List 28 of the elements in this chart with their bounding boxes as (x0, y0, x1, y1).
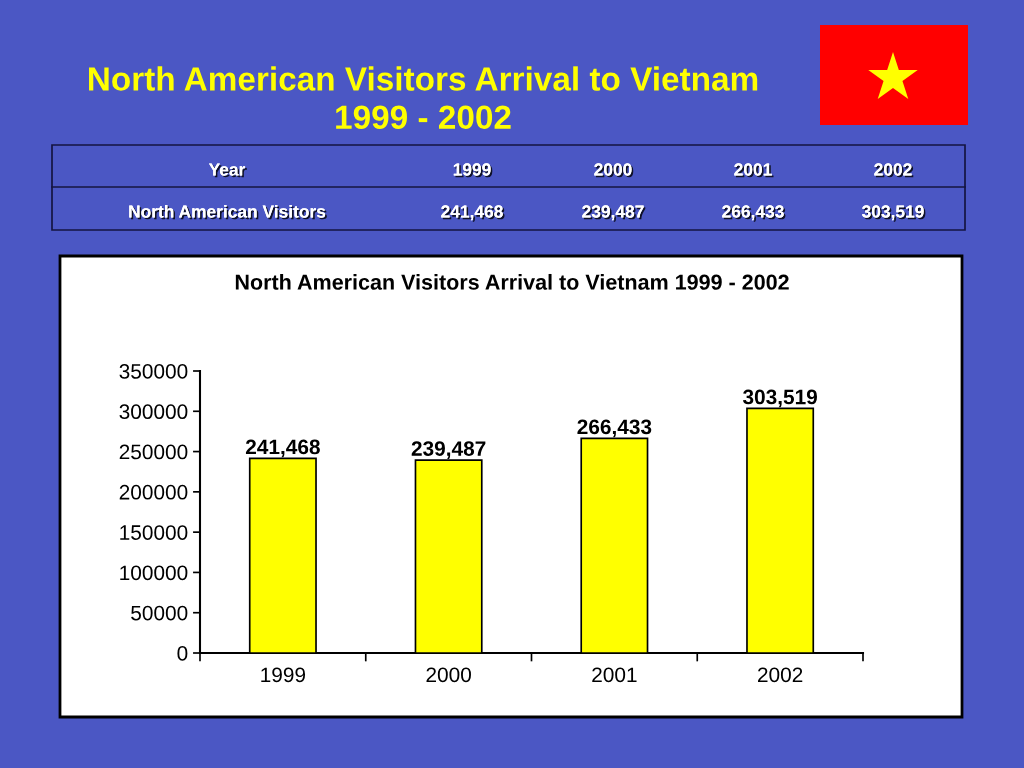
y-tick-label: 350000 (119, 364, 188, 379)
data-label: 241,468 (245, 439, 320, 458)
x-tick-label: 2001 (592, 667, 637, 683)
category-label: 2001 (734, 163, 772, 176)
y-tick-label: 150000 (120, 525, 188, 540)
text: North American Visitors (129, 204, 327, 220)
y-tick-label: 200000 (119, 484, 188, 500)
data-label: 303,519 (742, 389, 818, 408)
y-tick-label: 300000 (119, 404, 188, 420)
category-label: 2000 (594, 163, 632, 176)
data-label: 239,487 (411, 441, 486, 459)
y-tick-label: 100000 (120, 565, 188, 581)
text: 303,519 (862, 205, 924, 221)
chart-subtitle: North American Visitors Arrival to Vietnam 1999 - 2002 (235, 273, 789, 290)
text: 266,433 (722, 205, 784, 221)
data-label: 266,433 (577, 419, 652, 438)
category-label: 2002 (874, 163, 912, 176)
category-label: 1999 (453, 163, 491, 176)
x-tick-label: 1999 (261, 667, 306, 683)
y-tick-label: 50000 (131, 605, 188, 621)
x-tick-label: 2002 (758, 667, 803, 683)
x-tick-label: 2000 (426, 667, 471, 683)
chart-title: North American Visitors Arrival to Vietnam 1999 - 2002 (89, 66, 758, 130)
y-tick-label: 0 (177, 646, 188, 661)
text: 241,468 (441, 205, 503, 221)
y-tick-label: 250000 (119, 444, 188, 460)
text: 239,487 (582, 205, 644, 221)
text: Year (208, 163, 247, 178)
